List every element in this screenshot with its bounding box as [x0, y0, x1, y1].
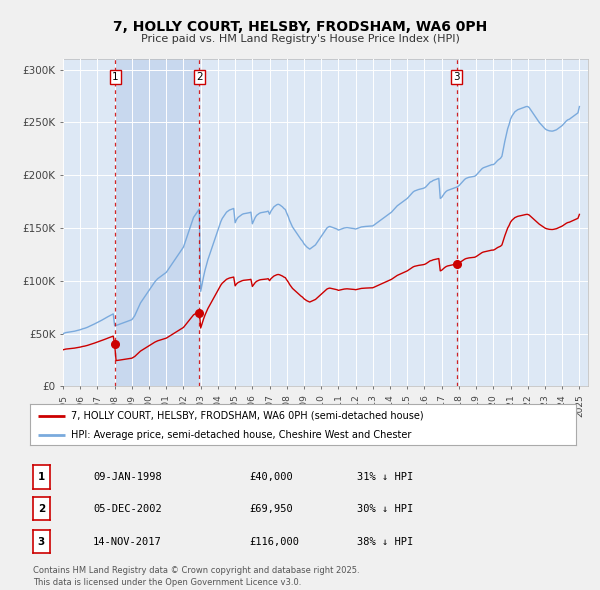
Text: 3: 3: [38, 537, 45, 546]
Text: 1: 1: [112, 72, 119, 82]
Text: 38% ↓ HPI: 38% ↓ HPI: [357, 537, 413, 546]
Text: £116,000: £116,000: [249, 537, 299, 546]
Text: £40,000: £40,000: [249, 472, 293, 481]
Text: 09-JAN-1998: 09-JAN-1998: [93, 472, 162, 481]
Text: 31% ↓ HPI: 31% ↓ HPI: [357, 472, 413, 481]
Text: 14-NOV-2017: 14-NOV-2017: [93, 537, 162, 546]
Text: 7, HOLLY COURT, HELSBY, FRODSHAM, WA6 0PH (semi-detached house): 7, HOLLY COURT, HELSBY, FRODSHAM, WA6 0P…: [71, 411, 424, 421]
Text: HPI: Average price, semi-detached house, Cheshire West and Chester: HPI: Average price, semi-detached house,…: [71, 430, 412, 440]
Text: Price paid vs. HM Land Registry's House Price Index (HPI): Price paid vs. HM Land Registry's House …: [140, 34, 460, 44]
Text: 30% ↓ HPI: 30% ↓ HPI: [357, 504, 413, 513]
Bar: [115, 59, 199, 386]
Text: 1: 1: [38, 472, 45, 481]
Text: Contains HM Land Registry data © Crown copyright and database right 2025.
This d: Contains HM Land Registry data © Crown c…: [33, 566, 359, 587]
Text: £69,950: £69,950: [249, 504, 293, 513]
Text: 05-DEC-2002: 05-DEC-2002: [93, 504, 162, 513]
Text: 2: 2: [38, 504, 45, 513]
Text: 7, HOLLY COURT, HELSBY, FRODSHAM, WA6 0PH: 7, HOLLY COURT, HELSBY, FRODSHAM, WA6 0P…: [113, 20, 487, 34]
Text: 3: 3: [454, 72, 460, 82]
Text: 2: 2: [196, 72, 203, 82]
